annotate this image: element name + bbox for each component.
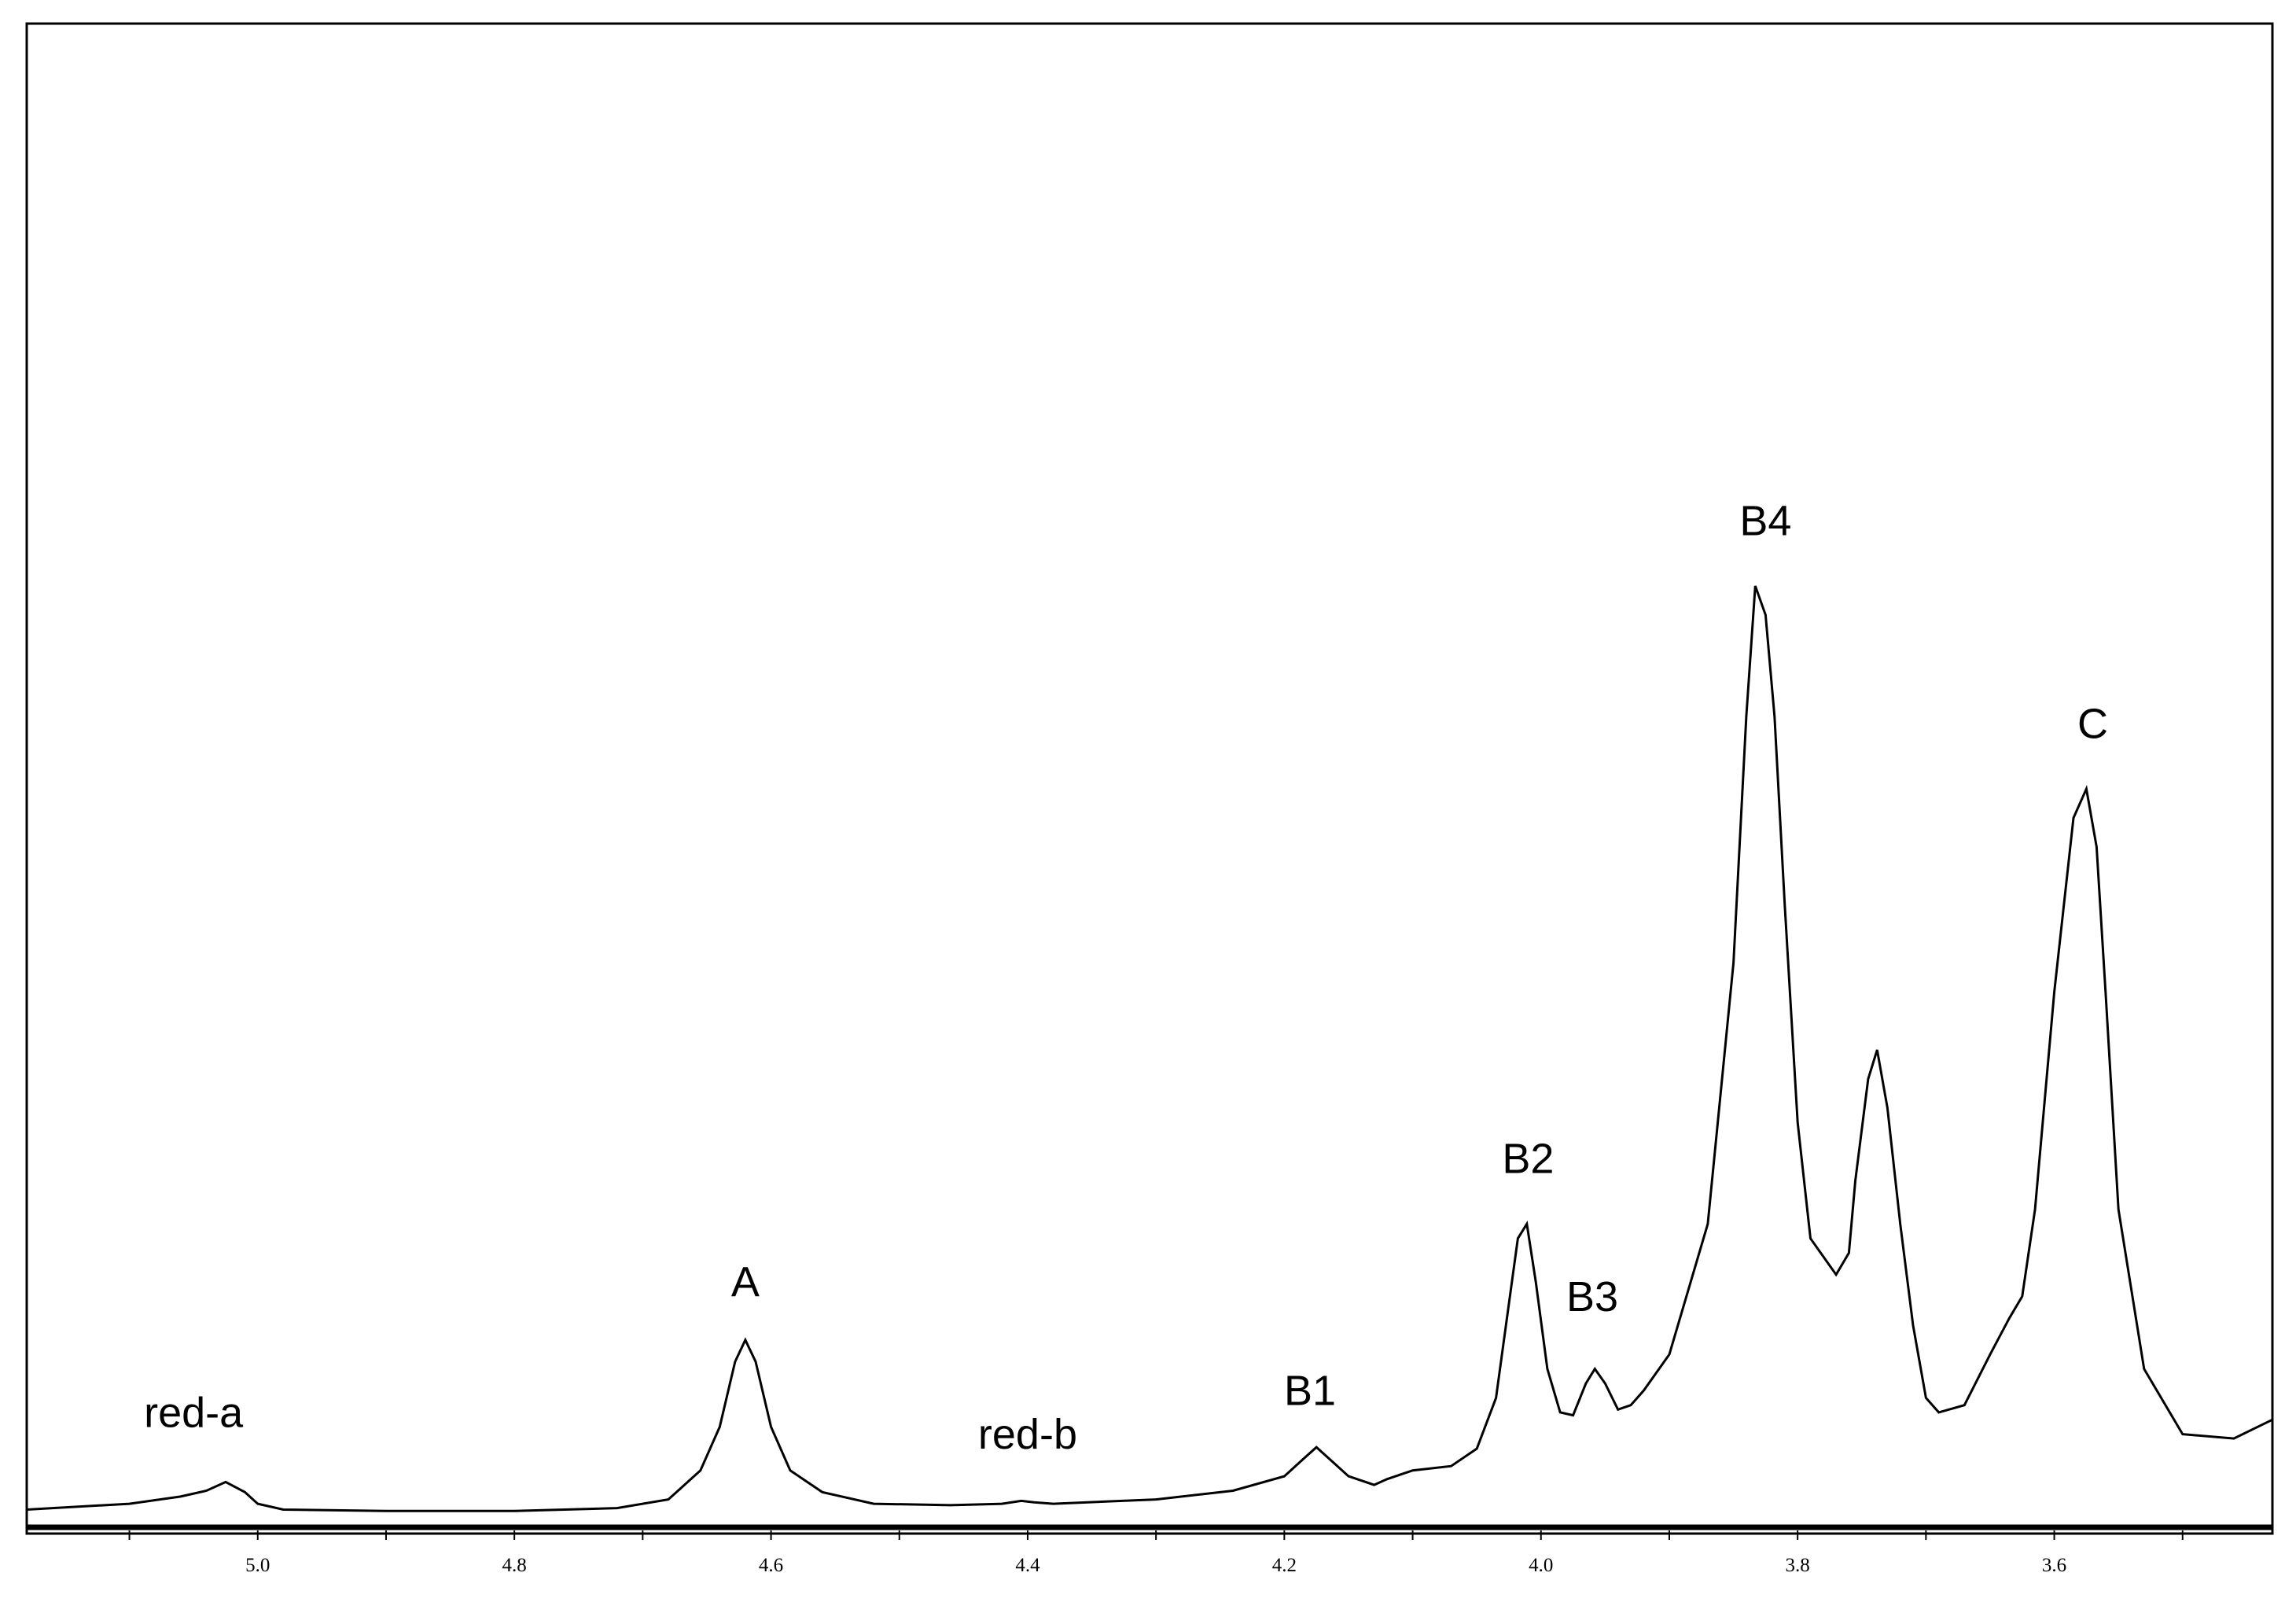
peak-label: B2: [1502, 1136, 1554, 1183]
peak-label: B3: [1566, 1273, 1618, 1320]
peak-label: A: [731, 1258, 760, 1306]
x-axis-tick-labels: 5.0 4.8 4.6 4.4 4.2 4.0 3.8 3.6: [245, 1555, 2066, 1576]
peak-label: B1: [1284, 1368, 1336, 1415]
x-tick-label: 4.2: [1272, 1555, 1297, 1576]
x-tick-label: 4.8: [502, 1555, 527, 1576]
x-tick-label: 4.6: [759, 1555, 783, 1576]
peak-label: C: [2077, 701, 2108, 748]
x-tick-label: 4.4: [1015, 1555, 1040, 1576]
peak-label: B4: [1739, 497, 1791, 544]
plot-frame: [25, 22, 2274, 1535]
peak-label: red-b: [978, 1411, 1077, 1458]
x-tick-label: 5.0: [245, 1555, 270, 1576]
spectrum-line: [26, 585, 2273, 1512]
x-tick-label: 3.6: [2042, 1555, 2066, 1576]
x-tick-label: 3.8: [1786, 1555, 1810, 1576]
x-axis-ticks: [128, 1530, 2184, 1540]
peak-label: red-a: [144, 1389, 244, 1436]
x-tick-label: 4.0: [1529, 1555, 1553, 1576]
